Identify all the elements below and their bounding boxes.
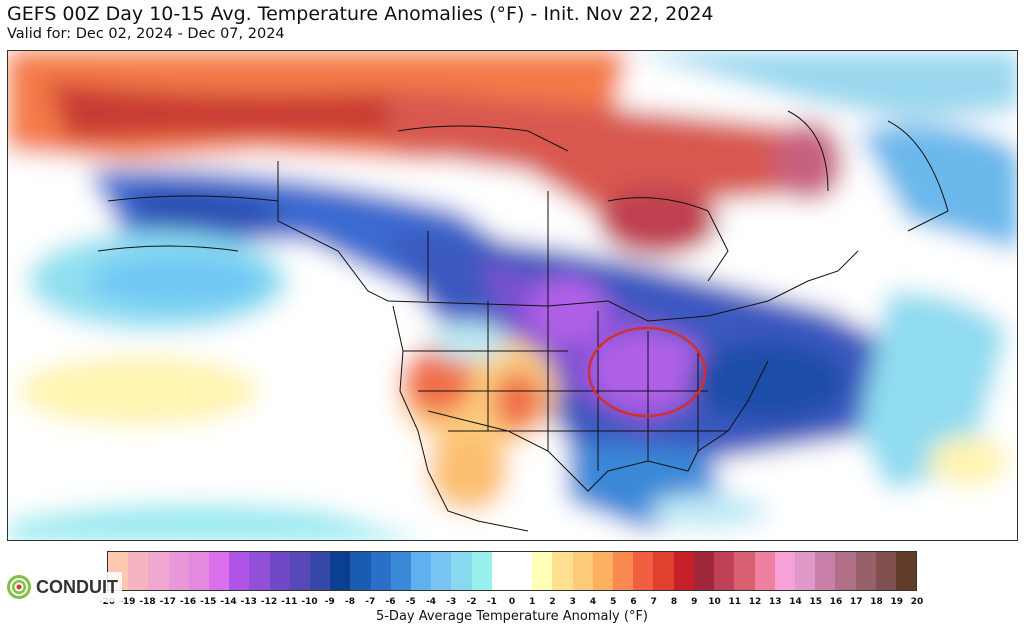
colorbar-tick-label: -10 [301, 597, 318, 607]
colorbar-tick-label: 17 [849, 597, 863, 607]
colorbar-bin [633, 552, 654, 590]
colorbar-tick-label: 4 [589, 597, 597, 607]
colorbar-bin [673, 552, 694, 590]
colorbar-bin [592, 552, 614, 590]
colorbar-bin [471, 552, 492, 590]
temperature-anomaly-map [7, 50, 1018, 541]
colorbar-bin [794, 552, 816, 590]
colorbar-bin [653, 552, 674, 590]
colorbar-tick-label: -11 [281, 597, 298, 607]
colorbar-bin [269, 552, 290, 590]
colorbar-tick-label: -16 [179, 597, 197, 607]
colorbar-tick-label: 9 [691, 597, 698, 607]
colorbar-bin [754, 552, 775, 590]
highlight-ellipse [587, 326, 707, 418]
colorbar-tick-label: 11 [728, 597, 742, 607]
colorbar-tick-label: -12 [260, 597, 278, 607]
colorbar-tick-label: -1 [486, 597, 497, 607]
colorbar-ticks: -20 -19 -18 -17 -16 -15 -14 -13 -12 -11 -10 -9 -8 -7-… [99, 597, 923, 609]
colorbar-bin [875, 552, 896, 590]
colorbar-label: 5-Day Average Temperature Anomaly (°F) [375, 609, 649, 624]
colorbar-tick-label: -17 [159, 597, 176, 607]
political-boundaries [97, 110, 949, 532]
colorbar-bin [613, 552, 634, 590]
colorbar-tick-label: -13 [240, 597, 257, 607]
colorbar-tick-label: 19 [890, 597, 904, 607]
colorbar-tick-label: -2 [466, 597, 477, 607]
colorbar-bin [350, 552, 371, 590]
valid-dates: Valid for: Dec 02, 2024 - Dec 07, 2024 [7, 26, 285, 42]
colorbar-tick-label: 18 [870, 597, 883, 607]
colorbar-tick-label: -6 [385, 597, 396, 607]
colorbar-bin [451, 552, 472, 590]
colorbar-tick-label: -4 [426, 597, 436, 607]
colorbar-bin [855, 552, 876, 590]
colorbar-tick-label: 7 [650, 597, 657, 607]
colorbar-bin [411, 552, 432, 590]
colorbar-tick-label: -9 [324, 597, 335, 607]
colorbar-tick-label: 12 [748, 597, 762, 607]
colorbar-tick-label: -7 [365, 597, 376, 607]
colorbar-bin [310, 552, 331, 590]
colorbar-tick-label: 8 [670, 597, 678, 607]
colorbar-tick-label: 5 [610, 597, 617, 607]
colorbar-bin [168, 552, 189, 590]
colorbar-bin [895, 552, 917, 590]
colorbar-bin [370, 552, 391, 590]
colorbar-tick-label: 10 [708, 597, 721, 607]
colorbar-bin [148, 552, 169, 590]
colorbar-tick-label: 13 [768, 597, 782, 607]
colorbar-tick-label: -8 [345, 597, 355, 607]
colorbar-tick-label: 0 [508, 597, 516, 607]
colorbar-bin [693, 552, 715, 590]
colorbar-bin [734, 552, 755, 590]
conduit-logo: CONDUIT [6, 572, 122, 602]
colorbar-tick-label: 2 [549, 597, 556, 607]
colorbar-tick-label: 16 [829, 597, 843, 607]
logo-text: CONDUIT [36, 576, 118, 597]
colorbar-bin [330, 552, 351, 590]
colorbar-bin [229, 552, 250, 590]
colorbar-bin [188, 552, 210, 590]
colorbar-bin [249, 552, 270, 590]
colorbar-tick-label: -20 [98, 597, 116, 607]
colorbar-bin [209, 552, 230, 590]
colorbar-bin [815, 552, 836, 590]
target-icon [7, 575, 31, 599]
colorbar-bin [774, 552, 795, 590]
colorbar-bin [714, 552, 735, 590]
colorbar-bin [835, 552, 856, 590]
colorbar-tick-label: -3 [446, 597, 457, 607]
colorbar-tick-label: -19 [119, 597, 136, 607]
colorbar-tick-label: 1 [529, 597, 536, 607]
map-title: GEFS 00Z Day 10-15 Avg. Temperature Anom… [7, 3, 714, 25]
colorbar-bin [390, 552, 412, 590]
colorbar-tick-label: 6 [630, 597, 637, 607]
colorbar-bin [491, 552, 513, 590]
colorbar-tick-label: 20 [910, 597, 924, 607]
colorbar-bin [532, 552, 553, 590]
colorbar-tick-label: 15 [809, 597, 823, 607]
colorbar-tick-label: -15 [200, 597, 217, 607]
colorbar-tick-label: -18 [139, 597, 156, 607]
colorbar-bin [572, 552, 593, 590]
colorbar-tick-label: 3 [569, 597, 576, 607]
colorbar-bin [512, 552, 533, 590]
colorbar [107, 551, 917, 591]
colorbar-bin [289, 552, 311, 590]
colorbar-tick-label: -14 [220, 597, 237, 607]
colorbar-bin [431, 552, 452, 590]
anomaly-field [8, 51, 1017, 540]
colorbar-tick-label: 14 [789, 597, 802, 607]
colorbar-bin [552, 552, 573, 590]
colorbar-tick-label: -5 [405, 597, 416, 607]
colorbar-bin [128, 552, 149, 590]
